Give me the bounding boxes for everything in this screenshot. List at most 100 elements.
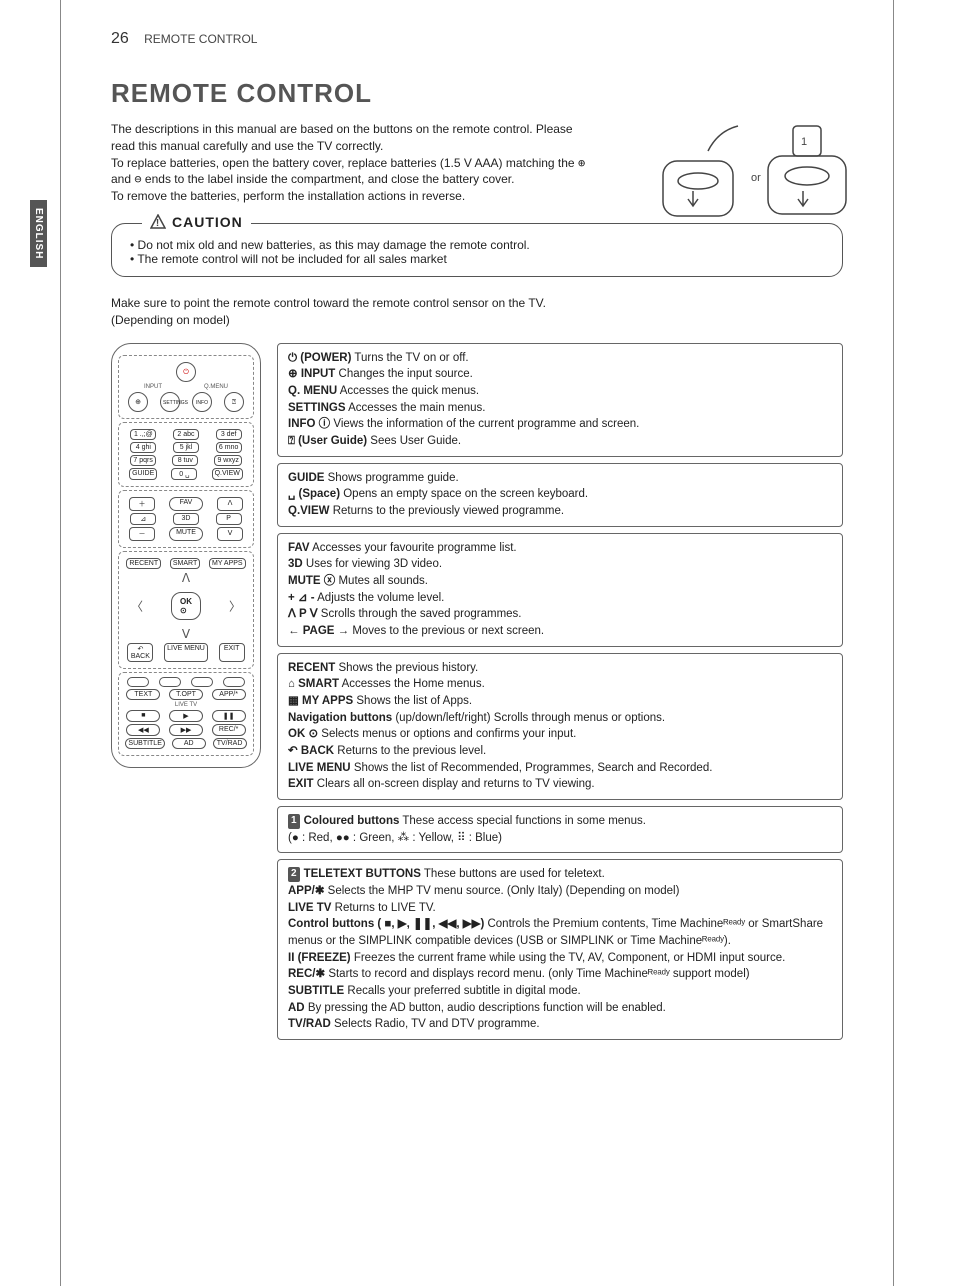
keypad-button: 3 def — [216, 429, 242, 440]
svg-text:!: ! — [156, 218, 160, 229]
rew-button: ◀◀ — [126, 724, 160, 736]
description-line: Navigation buttons (up/down/left/right) … — [288, 710, 832, 727]
description-line: ← PAGE → Moves to the previous or next s… — [288, 623, 832, 640]
language-tab: ENGLISH — [30, 200, 47, 267]
fav-button: FAV — [169, 497, 203, 511]
description-line: Q.VIEW Returns to the previously viewed … — [288, 503, 832, 520]
warning-icon: ! — [150, 214, 166, 230]
intro-p2: To replace batteries, open the battery c… — [111, 155, 591, 189]
topt-button: T.OPT — [169, 689, 203, 700]
description-line: MUTE ⓧ Mutes all sounds. — [288, 573, 832, 590]
app-button: APP/* — [212, 689, 246, 700]
note-line: (Depending on model) — [111, 312, 843, 329]
info-button: INFO — [192, 392, 212, 412]
recent-button: RECENT — [126, 558, 161, 569]
keypad-button: 0 ␣ — [171, 468, 197, 480]
keypad-button: 1 .,;@ — [130, 429, 156, 440]
rec-button: REC/* — [212, 724, 246, 736]
description-line: ▦ MY APPS Shows the list of Apps. — [288, 693, 832, 710]
myapps-button: MY APPS — [209, 558, 246, 569]
power-button: ⏻ — [176, 362, 196, 382]
description-section: 1Coloured buttons These access special f… — [277, 806, 843, 853]
ff-button: ▶▶ — [169, 724, 203, 736]
play-button: ▶ — [169, 710, 203, 722]
description-extra: (● : Red, ●● : Green, ⁂ : Yellow, ⠿ : Bl… — [288, 830, 832, 847]
description-line: SUBTITLE Recalls your preferred subtitle… — [288, 983, 832, 1000]
keypad-button: 9 wxyz — [214, 455, 241, 466]
subtitle-button: SUBTITLE — [125, 738, 164, 749]
caution-item: Do not mix old and new batteries, as thi… — [130, 238, 824, 252]
remote-illustration: ⏻ INPUTQ.MENU ⊕ SETTINGS INFO ⍰ 1 .,;@2 … — [111, 343, 261, 768]
description-line: Q. MENU Accesses the quick menus. — [288, 383, 832, 400]
description-line: ↶ BACK Returns to the previous level. — [288, 743, 832, 760]
coloured-buttons — [123, 677, 249, 687]
description-line: 3D Uses for viewing 3D video. — [288, 556, 832, 573]
description-line: REC/✱ Starts to record and displays reco… — [288, 966, 832, 983]
section-badge: 2 — [288, 867, 300, 882]
p-button: P — [216, 513, 242, 525]
keypad-button: 8 tuv — [172, 455, 198, 466]
smart-button: SMART — [170, 558, 200, 569]
description-line: SETTINGS Accesses the main menus. — [288, 400, 832, 417]
note-line: Make sure to point the remote control to… — [111, 295, 843, 312]
description-line: RECENT Shows the previous history. — [288, 660, 832, 677]
description-line: ⌂ SMART Accesses the Home menus. — [288, 676, 832, 693]
description-line: ⏻ (POWER) Turns the TV on or off. — [288, 350, 832, 367]
ok-button: OK⊙ — [171, 592, 201, 620]
description-line: II (FREEZE) Freezes the current frame wh… — [288, 950, 832, 967]
keypad-button: 5 jkl — [173, 442, 199, 453]
description-line: AD By pressing the AD button, audio desc… — [288, 1000, 832, 1017]
intro-p3: To remove the batteries, perform the ins… — [111, 188, 591, 205]
settings-button: SETTINGS — [160, 392, 180, 412]
nav-down: ꓦ — [182, 627, 190, 641]
description-line: ꓥ P ꓦ Scrolls through the saved programm… — [288, 606, 832, 623]
svg-text:1: 1 — [801, 136, 807, 148]
description-line: ␣ (Space) Opens an empty space on the sc… — [288, 486, 832, 503]
keypad-button: 4 ghi — [130, 442, 156, 453]
page-number: 26 — [111, 30, 129, 47]
tvrad-button: TV/RAD — [213, 738, 247, 749]
back-button: ↶BACK — [127, 643, 153, 662]
mute-button: MUTE — [169, 527, 203, 541]
description-line: ⊕ INPUT Changes the input source. — [288, 366, 832, 383]
nav-right: 〉 — [229, 597, 241, 614]
description-section: FAV Accesses your favourite programme li… — [277, 533, 843, 647]
keypad-button: 6 mno — [216, 442, 242, 453]
description-section: ⏻ (POWER) Turns the TV on or off.⊕ INPUT… — [277, 343, 843, 457]
nav-up: ꓥ — [182, 571, 190, 585]
caution-title: CAUTION — [172, 214, 243, 230]
section-badge: 1 — [288, 814, 300, 829]
description-section: GUIDE Shows programme guide.␣ (Space) Op… — [277, 463, 843, 527]
livemenu-button: LIVE MENU — [164, 643, 208, 662]
description-line: 2TELETEXT BUTTONS These buttons are used… — [288, 866, 832, 883]
stop-button: ■ — [126, 710, 160, 722]
caution-item: The remote control will not be included … — [130, 252, 824, 266]
description-line: APP/✱ Selects the MHP TV menu source. (O… — [288, 883, 832, 900]
pause-button: ❚❚ — [212, 710, 246, 722]
input-button: ⊕ — [128, 392, 148, 412]
description-line: FAV Accesses your favourite programme li… — [288, 540, 832, 557]
ad-button: AD — [172, 738, 206, 749]
description-section: RECENT Shows the previous history.⌂ SMAR… — [277, 653, 843, 800]
description-line: ⍰ (User Guide) Sees User Guide. — [288, 433, 832, 450]
running-title: REMOTE CONTROL — [144, 32, 257, 46]
keypad-button: GUIDE — [129, 468, 157, 480]
intro-p1: The descriptions in this manual are base… — [111, 121, 591, 155]
keypad-button: Q.VIEW — [212, 468, 243, 480]
keypad-button: 2 abc — [173, 429, 199, 440]
description-line: LIVE TV Returns to LIVE TV. — [288, 900, 832, 917]
caution-box: ! CAUTION Do not mix old and new batteri… — [111, 223, 843, 277]
description-line: 1Coloured buttons These access special f… — [288, 813, 832, 830]
page-title: REMOTE CONTROL — [111, 78, 843, 109]
nav-left: 〈 — [131, 597, 143, 614]
3d-button: 3D — [173, 513, 199, 525]
keypad-button: 7 pqrs — [130, 455, 156, 466]
description-line: INFO ⓘ Views the information of the curr… — [288, 416, 832, 433]
battery-illustration: or 1 — [653, 111, 853, 241]
exit-button: EXIT — [219, 643, 245, 662]
description-line: EXIT Clears all on-screen display and re… — [288, 776, 832, 793]
description-line: OK ⊙ Selects menus or options and confir… — [288, 726, 832, 743]
page-header: 26 REMOTE CONTROL — [111, 30, 843, 48]
description-line: TV/RAD Selects Radio, TV and DTV program… — [288, 1016, 832, 1033]
text-button: TEXT — [126, 689, 160, 700]
